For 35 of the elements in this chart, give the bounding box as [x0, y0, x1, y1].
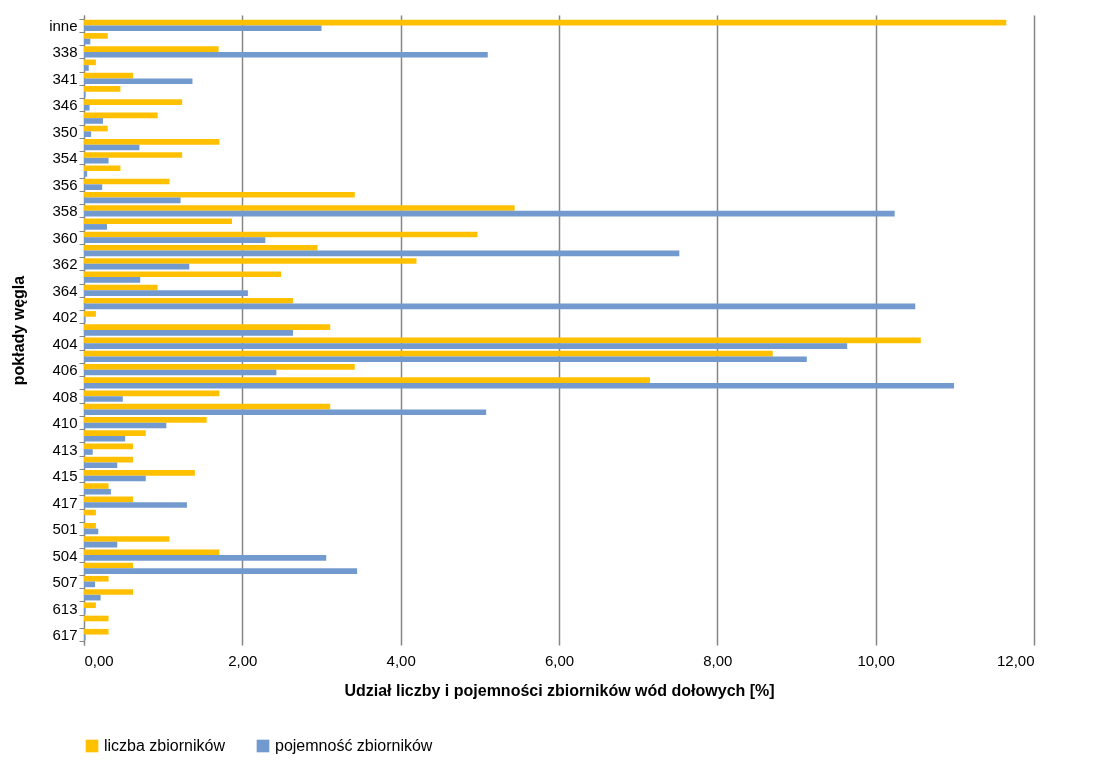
- y-tick-label: 504: [52, 546, 78, 564]
- y-tick-label: 415: [52, 467, 78, 485]
- y-tick-label: 417: [52, 493, 78, 511]
- y-tick-label: 341: [52, 69, 78, 87]
- x-tick-label: 12,00: [996, 651, 1035, 669]
- y-tick-label: 617: [52, 626, 78, 644]
- y-tick-label: 507: [52, 573, 78, 591]
- legend-label: liczba zbiorników: [104, 737, 226, 754]
- y-axis-title: pokłady węgla: [10, 275, 28, 386]
- y-tick-label: 362: [52, 255, 78, 273]
- y-tick-label: 356: [52, 175, 78, 193]
- x-axis-title: Udział liczby i pojemności zbiorników wód dołowych [%]: [344, 681, 775, 699]
- y-tick-label: 410: [52, 414, 78, 432]
- y-tick-label: 501: [52, 520, 78, 538]
- y-tick-label: 406: [52, 361, 78, 379]
- x-tick-label: 8,00: [703, 651, 733, 669]
- y-tick-label: inne: [49, 16, 78, 34]
- y-tick-label: 350: [52, 122, 78, 140]
- y-tick-label: 364: [52, 281, 78, 299]
- x-tick-label: 10,00: [857, 651, 895, 669]
- x-tick-label: 0,00: [84, 651, 114, 669]
- x-tick-label: 4,00: [386, 651, 416, 669]
- y-tick-label: 338: [52, 43, 78, 61]
- y-tick-label: 360: [52, 228, 78, 246]
- y-tick-label: 413: [52, 440, 78, 458]
- y-tick-label: 346: [52, 96, 78, 114]
- y-tick-label: 613: [52, 599, 78, 617]
- y-tick-label: 404: [52, 334, 78, 352]
- y-tick-label: 354: [52, 149, 78, 167]
- x-tick-label: 6,00: [544, 651, 575, 669]
- y-tick-label: 402: [52, 308, 78, 326]
- y-tick-label: 408: [52, 387, 78, 405]
- legend-label: pojemność zbiorników: [275, 737, 433, 754]
- y-tick-label: 358: [52, 202, 78, 220]
- x-tick-label: 2,00: [228, 651, 258, 669]
